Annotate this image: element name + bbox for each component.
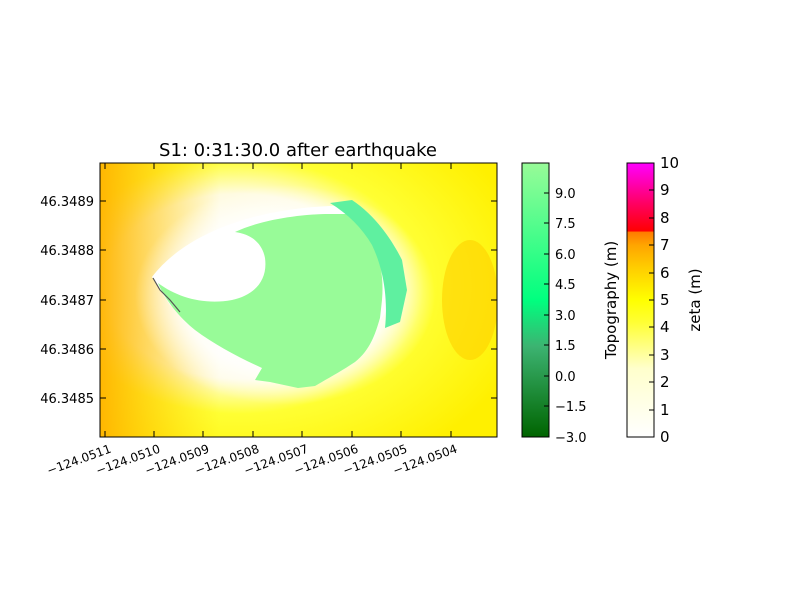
y-tick-label: 46.3485	[40, 392, 94, 407]
topo-tick-label: 0.0	[555, 370, 576, 385]
topography-colorbar: −3.0 −1.5 0.0 1.5 3.0 4.5 6.0 7.5 9.0 To…	[521, 162, 620, 446]
topography-crescent	[330, 200, 407, 328]
zeta-tick-label: 6	[660, 264, 670, 282]
topo-tick-label: 6.0	[555, 248, 576, 263]
y-tick-label: 46.3487	[40, 294, 94, 309]
zeta-tick-label: 9	[660, 181, 670, 199]
zeta-colorbar-label: zeta (m)	[686, 268, 704, 331]
zeta-tick-label: 4	[660, 318, 670, 336]
topo-tick-label: 9.0	[555, 187, 576, 202]
topo-tick-label: 7.5	[555, 217, 576, 232]
topo-tick-label: −3.0	[555, 431, 587, 446]
topo-tick-label: 3.0	[555, 309, 576, 324]
topo-tick-label: 1.5	[555, 339, 576, 354]
zeta-edge-band-right	[442, 240, 497, 360]
topo-colorbar-label: Topography (m)	[602, 241, 620, 360]
y-tick-label: 46.3486	[40, 343, 94, 358]
zeta-tick-label: 0	[660, 428, 670, 446]
plot-area	[100, 163, 497, 437]
zeta-colorbar: 0 1 2 3 4 5 6 7 8 9 10 zeta (m)	[626, 154, 704, 446]
zeta-tick-label: 7	[660, 236, 670, 254]
y-axis: 46.3485 46.3486 46.3487 46.3488 46.3489	[40, 195, 497, 407]
zeta-tick-label: 3	[660, 346, 670, 364]
y-tick-label: 46.3489	[40, 195, 94, 210]
topo-tick-label: −1.5	[555, 400, 587, 415]
topography-island	[158, 214, 383, 388]
zeta-tick-label: 8	[660, 209, 670, 227]
zeta-tick-label: 5	[660, 291, 670, 309]
zeta-tick-label: 2	[660, 373, 670, 391]
y-tick-label: 46.3488	[40, 244, 94, 259]
zeta-tick-label: 1	[660, 401, 670, 419]
zeta-tick-label: 10	[660, 154, 679, 172]
topo-tick-label: 4.5	[555, 278, 576, 293]
shoreline	[152, 277, 181, 313]
chart-title: S1: 0:31:30.0 after earthquake	[159, 140, 437, 161]
